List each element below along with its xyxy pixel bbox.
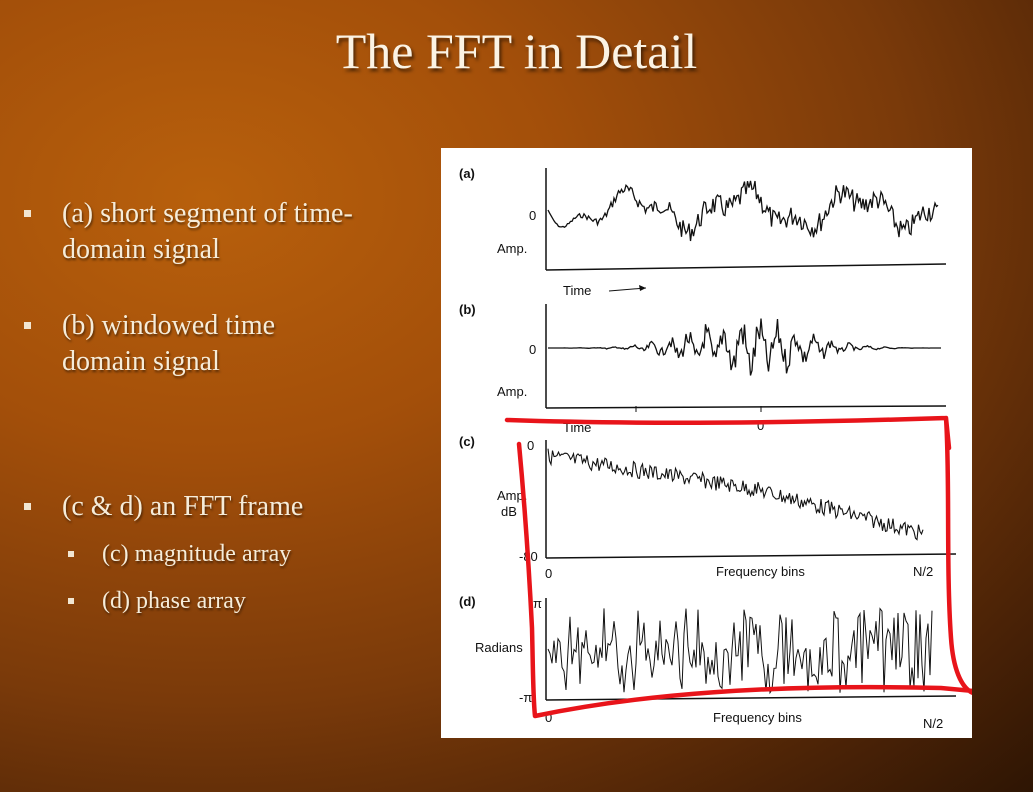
panel-a-zero: 0 (529, 208, 536, 223)
bullet-a: (a) short segment of time- domain signal (24, 196, 353, 268)
panel-a-signal (547, 180, 939, 242)
bullet-b-line2: domain signal (62, 346, 220, 377)
panel-c-ylabel1: Amp. (497, 488, 527, 503)
bullet-marker (24, 503, 31, 510)
fft-figure: (a) 0 Amp. Time (b) 0 Amp. Time 0 (c) 0 … (441, 148, 972, 738)
panel-b-xtick: 0 (757, 418, 764, 433)
panel-d-ylabel: Radians (475, 640, 523, 655)
bullet-marker (68, 598, 74, 604)
panel-b-x-axis (545, 405, 947, 409)
arrow-icon (639, 285, 646, 291)
panel-b-signal (548, 318, 941, 376)
panel-c-magnitude (547, 448, 924, 541)
panel-d-tag: (d) (459, 594, 476, 609)
sub-bullet-c: (c) magnitude array (68, 539, 292, 569)
panel-d-phase (547, 607, 933, 695)
sub-bullet-d: (d) phase array (68, 586, 246, 616)
panel-d-xlabel: Frequency bins (713, 710, 802, 725)
fft-figure-svg: (a) 0 Amp. Time (b) 0 Amp. Time 0 (c) 0 … (459, 166, 972, 731)
panel-d-x-axis (545, 695, 957, 701)
red-annotation-outline (504, 415, 972, 719)
panel-c-ylabel2: dB (501, 504, 517, 519)
panel-d-ytop: π (533, 596, 542, 611)
panel-a-xlabel: Time (563, 283, 591, 298)
panel-d-ybottom: -π (519, 690, 532, 705)
bullet-marker (24, 210, 31, 217)
panel-b-zero: 0 (529, 342, 536, 357)
bullet-cd: (c & d) an FFT frame (24, 489, 304, 525)
bullet-b-line1: (b) windowed time (62, 310, 276, 341)
panel-b-ylabel: Amp. (497, 384, 527, 399)
bullet-b: (b) windowed time domain signal (24, 308, 276, 380)
sub-bullet-d-text: (d) phase array (102, 588, 246, 614)
bullet-marker (68, 551, 74, 557)
panel-c-x-axis (545, 553, 957, 559)
panel-a-tag: (a) (459, 166, 475, 181)
bullet-cd-line1: (c & d) an FFT frame (62, 491, 304, 522)
bullet-marker (24, 322, 31, 329)
panel-b-tag: (b) (459, 302, 476, 317)
panel-c-xend: N/2 (913, 564, 933, 579)
slide-title: The FFT in Detail (335, 23, 698, 79)
sub-bullet-c-text: (c) magnitude array (102, 541, 292, 567)
panel-c-tag: (c) (459, 434, 475, 449)
panel-c-x0: 0 (545, 566, 552, 581)
bullet-a-line1: (a) short segment of time- (62, 198, 353, 229)
panel-d-x0: 0 (545, 710, 552, 725)
panel-a-x-axis (545, 263, 947, 271)
bullet-a-line2: domain signal (62, 234, 220, 265)
panel-d-xend: N/2 (923, 716, 943, 731)
panel-c-xlabel: Frequency bins (716, 564, 805, 579)
panel-c-ytop: 0 (527, 438, 534, 453)
panel-a-ylabel: Amp. (497, 241, 527, 256)
